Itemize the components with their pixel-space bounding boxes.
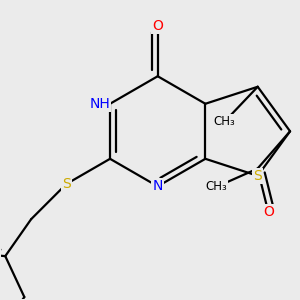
Text: S: S <box>62 177 70 191</box>
Text: S: S <box>253 169 262 183</box>
Text: O: O <box>152 19 163 33</box>
Text: CH₃: CH₃ <box>206 180 227 194</box>
Text: NH: NH <box>89 97 110 111</box>
Text: N: N <box>152 179 163 193</box>
Text: O: O <box>263 206 274 219</box>
Text: CH₃: CH₃ <box>214 116 235 128</box>
